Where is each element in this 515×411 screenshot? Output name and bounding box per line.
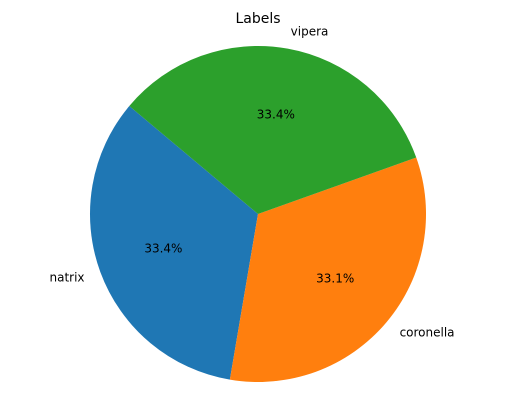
pie-slice-vipera — [129, 45, 417, 214]
chart-title: Labels — [235, 11, 280, 27]
pie-labels: natrix 33.4% coronella 33.1% vipera 33.4% — [49, 25, 454, 340]
slice-label-natrix: natrix — [49, 270, 84, 284]
pie-slice-natrix — [89, 106, 258, 380]
slice-label-vipera: vipera — [291, 25, 329, 39]
pie-slices — [89, 45, 427, 383]
slice-percent-natrix: 33.4% — [144, 241, 182, 255]
slice-percent-coronella: 33.1% — [316, 271, 354, 285]
pie-slice-coronella — [229, 157, 427, 383]
slice-label-coronella: coronella — [400, 325, 455, 339]
slice-percent-vipera: 33.4% — [257, 107, 295, 121]
